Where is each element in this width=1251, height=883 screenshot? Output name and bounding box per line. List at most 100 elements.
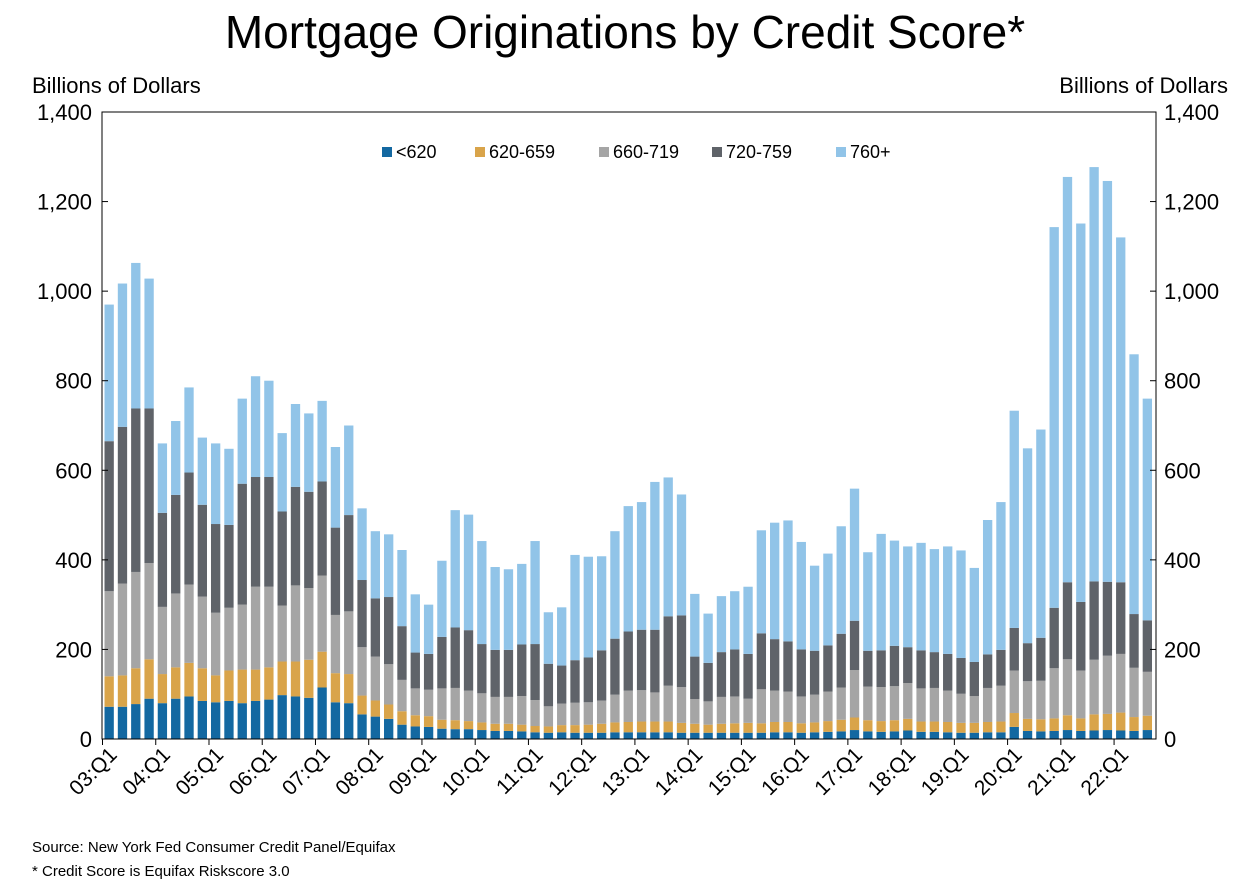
bar-segment-20:Q2-s1 [1022,718,1033,731]
bar-segment-21:Q2-s4 [1076,223,1086,602]
bar-segment-17:Q1-s1 [849,717,860,731]
bar-segment-04:Q3-s2 [184,584,194,663]
bar-segment-18:Q3-s3 [929,652,940,688]
bar-segment-20:Q3-s2 [1036,680,1046,720]
bar-segment-04:Q4-s1 [197,668,207,701]
bar-segment-05:Q2-s2 [224,607,234,671]
bar-segment-11:Q3-s2 [557,703,567,726]
bar-segment-21:Q4-s0 [1102,730,1113,739]
bar-segment-18:Q4-s4 [943,546,953,654]
bar-segment-05:Q3-s1 [237,669,247,704]
bar-segment-14:Q4-s2 [730,696,740,724]
bar-segment-20:Q4-s4 [1049,227,1059,608]
bar-segment-13:Q4-s2 [676,687,687,723]
bar-segment-08:Q3-s2 [397,679,407,712]
bar-segment-18:Q1-s0 [903,730,913,739]
right-tick-label: 600 [1164,458,1201,483]
bar-segment-11:Q4-s4 [570,554,580,661]
bar-segment-12:Q4-s4 [623,506,633,632]
bar-segment-08:Q1-s1 [370,700,381,717]
bar-segment-11:Q1-s3 [530,644,540,701]
bar-segment-15:Q4-s1 [783,721,793,733]
bar-segment-03:Q2-s3 [117,426,128,584]
bar-segment-15:Q1-s0 [743,732,753,739]
bar-segment-07:Q1-s4 [317,400,327,482]
bar-segment-19:Q1-s4 [956,550,966,658]
bar-segment-03:Q4-s2 [144,562,154,660]
bar-segment-03:Q4-s1 [144,659,154,699]
bar-segment-15:Q4-s4 [783,520,793,642]
bar-segment-03:Q1-s3 [104,441,114,592]
bar-segment-12:Q1-s2 [583,702,593,725]
bar-segment-22:Q2-s2 [1129,667,1139,718]
bar-segment-08:Q3-s0 [397,724,407,739]
bar-segment-21:Q3-s2 [1089,659,1099,715]
bar-segment-19:Q3-s3 [982,654,993,688]
x-tick-label: 22:Q1 [1077,743,1134,800]
bar-segment-12:Q3-s2 [610,694,620,723]
bar-segment-20:Q4-s1 [1049,718,1059,731]
bar-segment-13:Q4-s1 [676,722,687,733]
bar-segment-04:Q1-s2 [157,606,168,675]
bar-segment-05:Q4-s1 [250,669,261,701]
left-tick-label: 1,200 [37,190,92,215]
bar-segment-08:Q4-s4 [410,594,420,653]
bar-segment-13:Q2-s0 [650,732,660,739]
bar-segment-20:Q3-s1 [1036,719,1046,732]
bar-segment-06:Q3-s1 [290,661,301,697]
right-tick-label: 800 [1164,369,1201,394]
bar-segment-04:Q3-s4 [184,387,194,473]
bar-segment-19:Q1-s0 [956,732,966,739]
bar-segment-10:Q4-s4 [517,563,527,645]
bar-segment-08:Q4-s1 [410,715,420,727]
bar-segment-03:Q4-s0 [144,698,154,739]
bar-segment-06:Q2-s1 [277,661,287,696]
bar-segment-05:Q1-s3 [210,524,221,613]
bar-segment-22:Q1-s0 [1116,730,1126,739]
legend-label: 720-759 [726,142,792,162]
bar-segment-21:Q4-s1 [1102,713,1113,731]
bar-segment-17:Q4-s3 [889,645,900,687]
bar-segment-11:Q2-s0 [543,732,554,739]
bar-segment-16:Q3-s4 [823,553,833,646]
bar-segment-22:Q2-s4 [1129,354,1139,615]
bar-segment-13:Q3-s3 [663,616,673,686]
right-tick-label: 1,400 [1164,100,1219,125]
bar-segment-09:Q1-s0 [423,726,434,739]
bar-segment-06:Q3-s2 [290,585,301,662]
bar-segment-09:Q3-s2 [450,687,460,721]
bar-segment-07:Q3-s3 [344,515,354,612]
bar-segment-07:Q4-s2 [357,647,367,696]
bar-segment-21:Q2-s1 [1076,718,1086,731]
bar-segment-05:Q1-s2 [210,612,221,676]
x-tick-label: 18:Q1 [864,743,921,800]
bar-segment-16:Q1-s4 [796,541,806,650]
bar-segment-22:Q2-s3 [1129,614,1139,668]
bar-segment-19:Q3-s2 [982,687,993,722]
bar-segment-10:Q2-s3 [490,649,500,697]
bar-segment-15:Q3-s2 [770,690,780,722]
bar-segment-14:Q3-s4 [716,596,727,653]
bar-segment-11:Q2-s3 [543,663,554,707]
bar-segment-20:Q2-s4 [1022,448,1033,644]
bar-segment-08:Q3-s1 [397,711,407,725]
left-tick-label: 0 [80,727,92,752]
legend-swatch [599,147,609,157]
bar-segment-03:Q3-s3 [131,408,141,572]
bar-segment-05:Q2-s4 [224,448,234,525]
bar-segment-16:Q4-s0 [836,731,846,739]
bar-segment-20:Q2-s2 [1022,681,1033,719]
bar-segment-15:Q2-s1 [756,723,767,733]
bar-segment-09:Q2-s1 [437,719,447,729]
bar-segment-13:Q4-s4 [676,494,687,616]
bar-segment-12:Q4-s2 [623,690,633,722]
bars [104,167,1153,739]
bar-segment-04:Q4-s0 [197,700,207,739]
bar-segment-06:Q3-s0 [290,696,301,739]
bar-segment-16:Q4-s3 [836,633,846,688]
bar-segment-07:Q4-s3 [357,580,367,648]
bar-segment-11:Q3-s0 [557,732,567,739]
bar-segment-19:Q1-s3 [956,657,966,694]
bar-segment-22:Q2-s0 [1129,730,1139,739]
bar-segment-08:Q2-s4 [384,534,394,598]
